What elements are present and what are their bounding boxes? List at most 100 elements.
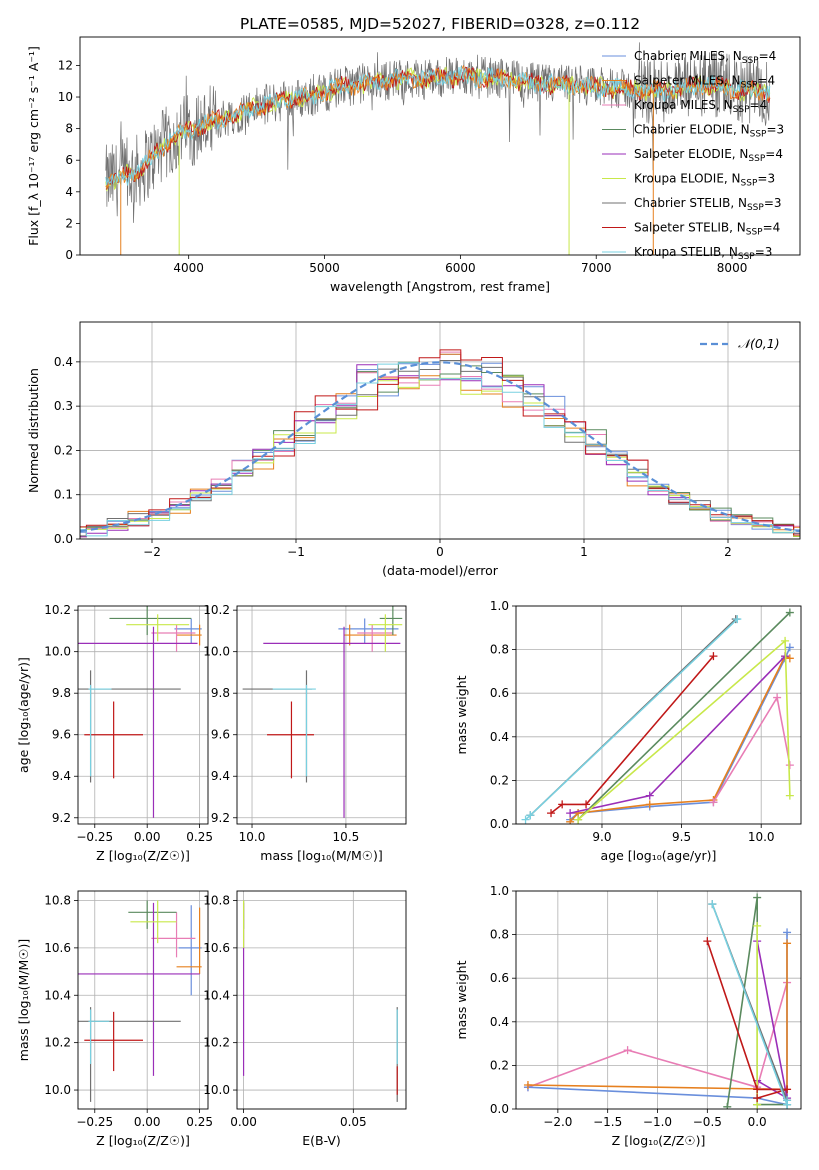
y-tick-label: 0.4 bbox=[490, 730, 509, 744]
series-point bbox=[783, 939, 792, 948]
x-tick-label: 10.0 bbox=[239, 830, 266, 844]
series-point bbox=[645, 800, 654, 809]
series-point bbox=[781, 636, 790, 645]
panel-mass-vs-ebv: 0.00 0.05 10.0 10.2 10.4 10.6 10.8 E(B-V) bbox=[203, 890, 407, 1148]
plot-area-weight-vs-Z bbox=[523, 893, 792, 1109]
series-se bbox=[753, 937, 792, 1103]
x-axis-label: Z [log₁₀(Z/Z☉)] bbox=[612, 1133, 706, 1148]
legend-label-ks: Kroupa STELIB, NSSP=3 bbox=[634, 245, 772, 262]
errorbar-point-sm bbox=[344, 624, 397, 646]
errorbar-point-cm bbox=[338, 618, 399, 644]
series-point bbox=[753, 1085, 762, 1094]
errorbar-point-ce bbox=[379, 606, 403, 636]
series-point bbox=[566, 809, 575, 818]
y-tick-label: 0.3 bbox=[54, 399, 73, 413]
y-tick-label: 6 bbox=[65, 153, 73, 167]
series-point bbox=[785, 643, 794, 652]
axes-frame bbox=[77, 605, 209, 825]
series-line bbox=[569, 655, 791, 823]
legend-label-ke: Kroupa ELODIE, NSSP=3 bbox=[634, 172, 775, 189]
x-tick-label: 10.0 bbox=[748, 830, 775, 844]
errorbar-point-sm bbox=[176, 907, 202, 974]
errorbar-point-cm bbox=[174, 618, 202, 644]
y-tick-label: 10.4 bbox=[44, 988, 71, 1002]
axes-frame bbox=[236, 890, 407, 1110]
y-tick-label: 10.0 bbox=[203, 1083, 230, 1097]
series-point bbox=[703, 937, 712, 946]
x-tick-label: 8000 bbox=[717, 261, 748, 275]
axes-frame bbox=[236, 605, 407, 825]
series-ke bbox=[574, 636, 794, 824]
errorbar-point-se bbox=[263, 626, 401, 818]
errorbar-point-ce bbox=[109, 606, 192, 636]
errorbar-point-km bbox=[151, 624, 196, 652]
y-tick-label: 0.1 bbox=[54, 488, 73, 502]
x-tick-label: 0.05 bbox=[340, 1115, 367, 1129]
y-tick-label: 4 bbox=[65, 185, 73, 199]
series-point bbox=[582, 800, 591, 809]
series-line bbox=[711, 903, 788, 1105]
y-tick-label: 10.8 bbox=[203, 893, 230, 907]
series-ss bbox=[703, 937, 792, 1103]
x-tick-label: 0.00 bbox=[134, 1115, 161, 1129]
y-tick-label: 0.2 bbox=[54, 443, 73, 457]
x-tick-label: 0 bbox=[436, 545, 444, 559]
y-tick-label: 0 bbox=[65, 248, 73, 262]
series-point bbox=[785, 761, 794, 770]
errorbar-point-ks bbox=[88, 684, 112, 777]
x-tick-label: −0.5 bbox=[693, 1115, 722, 1129]
errorbar-point-ss bbox=[84, 701, 143, 779]
plot-area-mass-vs-Z bbox=[78, 900, 202, 1102]
y-tick-label: 0.6 bbox=[490, 686, 509, 700]
y-tick-label: 9.2 bbox=[52, 811, 71, 825]
axes-frame bbox=[515, 605, 802, 825]
x-tick-label: 4000 bbox=[173, 261, 204, 275]
y-tick-label: 2 bbox=[65, 216, 73, 230]
x-axis-label: mass [log₁₀(M/M☉)] bbox=[260, 848, 382, 863]
normal-curve bbox=[80, 361, 800, 533]
panel-age-vs-Z: −0.25 0.00 0.25 9.2 9.4 9.6 9.8 10.0 10.2 Z [log₁… bbox=[16, 603, 213, 863]
errorbar-point-sm bbox=[176, 624, 202, 646]
legend-label-cm: Chabrier MILES, NSSP=4 bbox=[634, 49, 776, 66]
spectrum-legend: Chabrier MILES, NSSP=4 Salpeter MILES, NS… bbox=[602, 49, 784, 262]
plot-area-weight-vs-age bbox=[521, 608, 794, 824]
histogram-ks bbox=[80, 362, 800, 537]
x-tick-label: 0.25 bbox=[186, 1115, 213, 1129]
series-point bbox=[723, 1102, 732, 1109]
y-tick-label: 9.4 bbox=[52, 769, 71, 783]
errorbar-point-km bbox=[151, 912, 196, 958]
series-line bbox=[712, 695, 791, 803]
y-tick-label: 10.0 bbox=[44, 645, 71, 659]
series-point bbox=[785, 791, 794, 800]
panel-mass-vs-Z: −0.25 0.00 0.25 10.0 10.2 10.4 10.6 10.8 Z [log₁… bbox=[16, 890, 213, 1148]
x-tick-label: −0.25 bbox=[76, 1115, 113, 1129]
errorbar-point-ks bbox=[88, 1009, 110, 1064]
y-axis-label: mass [log₁₀(M/M☉)] bbox=[16, 939, 31, 1061]
x-tick-label: 0.25 bbox=[186, 830, 213, 844]
panel-spectrum: 4000 5000 6000 7000 8000 0 2 4 6 8 10 12 wavelength … bbox=[26, 36, 801, 294]
legend-label-sm: Salpeter MILES, NSSP=4 bbox=[634, 74, 775, 91]
series-line bbox=[706, 940, 788, 1099]
axes-frame bbox=[515, 890, 802, 1110]
errorbar-point-ss bbox=[84, 1011, 143, 1072]
y-axis-label: Flux [f_λ 10⁻¹⁷ erg cm⁻² s⁻¹ A⁻¹] bbox=[26, 46, 41, 246]
errorbar-point-ce bbox=[128, 900, 177, 929]
series-km bbox=[709, 693, 794, 807]
y-tick-label: 10.8 bbox=[44, 893, 71, 907]
x-tick-label: −2 bbox=[143, 545, 161, 559]
chart-layer: 4000 5000 6000 7000 8000024681012wavelength … bbox=[16, 36, 802, 1148]
y-axis-label: mass weight bbox=[454, 960, 469, 1039]
x-tick-label: 0.0 bbox=[748, 1115, 767, 1129]
series-point bbox=[523, 1081, 532, 1090]
y-tick-label: 10.4 bbox=[203, 988, 230, 1002]
x-tick-label: 9.5 bbox=[672, 830, 691, 844]
errorbar-point-ke bbox=[368, 614, 403, 652]
plot-area-mass-vs-ebv bbox=[242, 900, 398, 1102]
y-tick-label: 1.0 bbox=[490, 599, 509, 613]
series-point bbox=[783, 1085, 792, 1094]
x-tick-label: 9.0 bbox=[592, 830, 611, 844]
series-point bbox=[709, 652, 718, 661]
panel-weight-vs-Z: −2.0 −1.5 −1.0 −0.5 0.0 0.0 0.2 0.4 0.6 0.8 1.0 Z [… bbox=[454, 884, 802, 1148]
y-tick-label: 1.0 bbox=[490, 884, 509, 898]
x-tick-label: 0.00 bbox=[134, 830, 161, 844]
